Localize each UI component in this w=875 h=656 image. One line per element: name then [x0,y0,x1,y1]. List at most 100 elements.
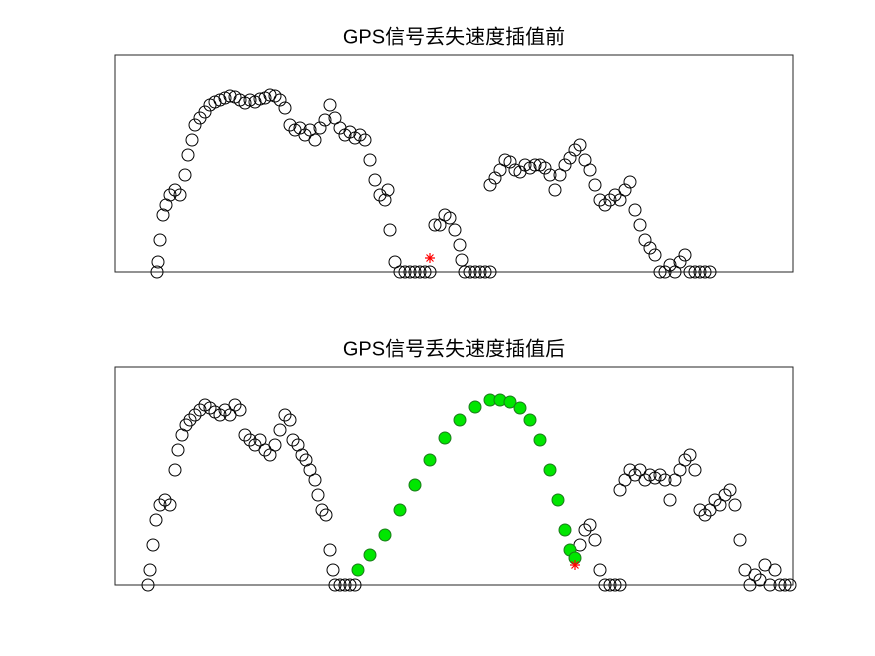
point [163,498,177,512]
point [448,223,462,237]
point [453,238,467,252]
point [538,161,552,175]
point [463,265,477,279]
point [185,133,199,147]
point [181,148,195,162]
axes-box [114,366,794,586]
point [423,265,437,279]
point [171,443,185,457]
point [286,433,300,447]
point [578,523,592,537]
point [523,413,537,427]
point [573,138,587,152]
point [358,133,372,147]
point [678,248,692,262]
point [183,413,197,427]
point [156,208,170,222]
point [425,253,435,263]
point [583,518,597,532]
point [283,413,297,427]
point [458,265,472,279]
point [663,493,677,507]
point [393,265,407,279]
point [723,483,737,497]
point [153,233,167,247]
point [563,151,577,165]
point [368,173,382,187]
point [478,265,492,279]
point [778,578,792,592]
point [588,178,602,192]
chart-title: GPS信号丢失速度插值后 [343,337,565,360]
point [343,578,357,592]
point [328,578,342,592]
point [188,118,202,132]
point [783,578,797,592]
point [673,255,687,269]
point [748,568,762,582]
point [683,265,697,279]
point [570,560,580,570]
point [193,403,207,417]
point [438,431,452,445]
point [733,533,747,547]
point [348,578,362,592]
point [383,223,397,237]
point [568,143,582,157]
point [588,533,602,547]
point [283,118,297,132]
point [378,528,392,542]
point [693,265,707,279]
point [678,453,692,467]
point [268,89,282,103]
point [143,563,157,577]
point [308,473,322,487]
point [228,398,242,412]
point [188,408,202,422]
point [315,503,329,517]
point [633,218,647,232]
point [623,175,637,189]
point [319,508,333,522]
point [513,401,527,415]
point [323,543,337,557]
point [146,538,160,552]
point [653,468,667,482]
point [543,463,557,477]
point [455,253,469,267]
point [158,493,172,507]
point [293,121,307,135]
point [153,498,167,512]
point [483,178,497,192]
point [598,578,612,592]
point [333,578,347,592]
point [295,448,309,462]
point [473,265,487,279]
point [658,265,672,279]
point [168,183,182,197]
point [173,188,187,202]
point [443,211,457,225]
point [768,563,782,577]
point [528,158,542,172]
point [548,183,562,197]
point [698,508,712,522]
point [413,265,427,279]
point [378,193,392,207]
point [338,578,352,592]
point [408,265,422,279]
point [618,183,632,197]
point [468,265,482,279]
point [151,255,165,269]
point [381,183,395,197]
point [179,418,193,432]
point [423,453,437,467]
point [551,493,565,507]
point [693,503,707,517]
point [598,198,612,212]
point [488,171,502,185]
point [318,113,332,127]
point [418,265,432,279]
point [326,563,340,577]
